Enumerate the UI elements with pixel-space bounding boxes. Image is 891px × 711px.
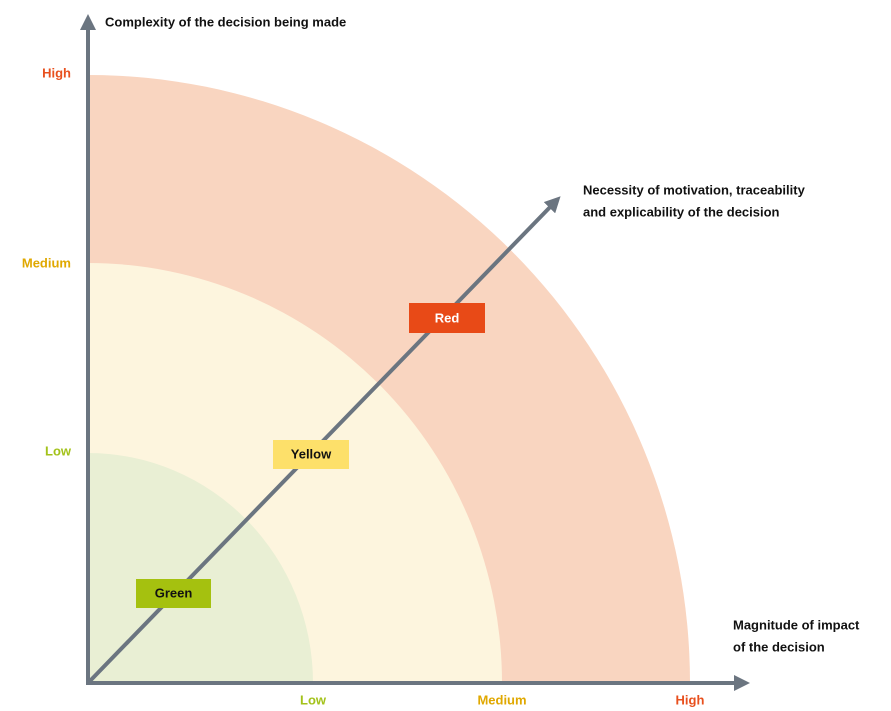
zone-tag: [409, 303, 485, 333]
zone-tag-label: Green: [155, 585, 193, 600]
diagonal-axis-title: Necessity of motivation, traceability: [583, 182, 806, 197]
diagonal-axis-title: and explicability of the decision: [583, 204, 780, 219]
zone-tag-label: Red: [435, 310, 460, 325]
zone-tag: [136, 579, 211, 608]
y-axis-title: Complexity of the decision being made: [105, 14, 346, 29]
y-level-label: Medium: [22, 255, 71, 270]
y-level-label: High: [42, 65, 71, 80]
x-level-label: Low: [300, 692, 327, 707]
x-axis-title: Magnitude of impact: [733, 617, 860, 632]
zone-tag-label: Yellow: [291, 446, 332, 461]
zone-tag: [273, 440, 349, 469]
y-level-label: Low: [45, 443, 72, 458]
x-axis-title: of the decision: [733, 639, 825, 654]
x-level-label: Medium: [477, 692, 526, 707]
x-level-label: High: [676, 692, 705, 707]
